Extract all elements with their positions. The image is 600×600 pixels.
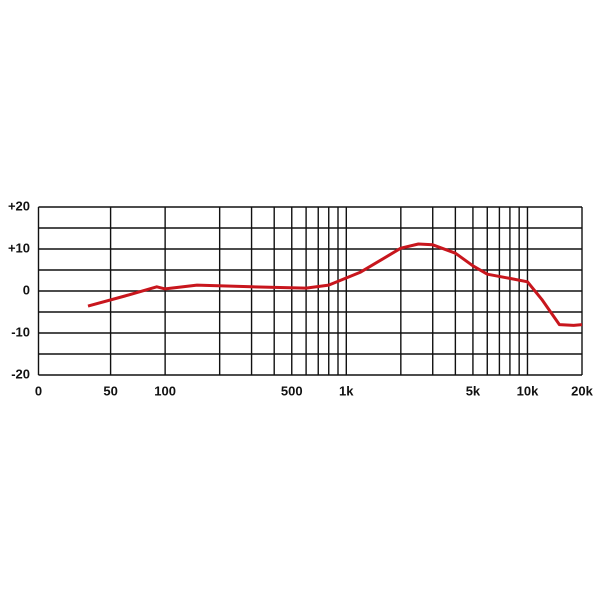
response-line: [87, 242, 583, 327]
y-tick-label: -10: [11, 324, 30, 339]
x-tick-label: 500: [281, 383, 303, 398]
x-tick-label: 20k: [571, 383, 593, 398]
y-tick-label: -20: [11, 366, 30, 381]
x-tick-label: 1k: [339, 383, 354, 398]
x-tick-label: 100: [154, 383, 176, 398]
x-tick-label: 50: [103, 383, 117, 398]
x-tick-label: 0: [35, 383, 42, 398]
y-tick-label: 0: [23, 282, 30, 297]
x-tick-label: 5k: [466, 383, 481, 398]
y-tick-label: +10: [8, 240, 30, 255]
y-tick-label: +20: [8, 198, 30, 213]
x-tick-label: 10k: [517, 383, 539, 398]
